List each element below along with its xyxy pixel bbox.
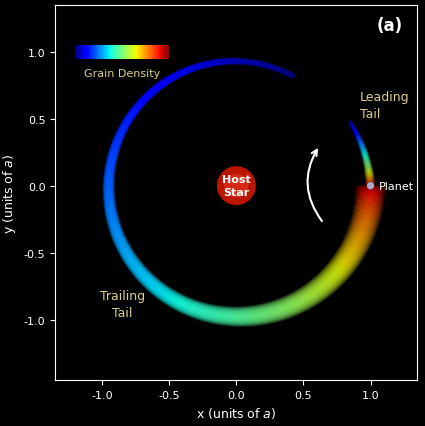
Text: Grain Density: Grain Density (84, 69, 160, 78)
Text: Leading
Tail: Leading Tail (360, 91, 409, 121)
Circle shape (218, 167, 255, 205)
Y-axis label: y (units of $a$): y (units of $a$) (1, 153, 18, 233)
Text: Planet: Planet (379, 181, 414, 191)
Text: (a): (a) (377, 17, 403, 35)
X-axis label: x (units of $a$): x (units of $a$) (196, 406, 277, 420)
Text: Host
Star: Host Star (222, 175, 251, 197)
Circle shape (225, 175, 248, 198)
Text: Trailing
Tail: Trailing Tail (100, 289, 145, 319)
Circle shape (368, 183, 374, 189)
